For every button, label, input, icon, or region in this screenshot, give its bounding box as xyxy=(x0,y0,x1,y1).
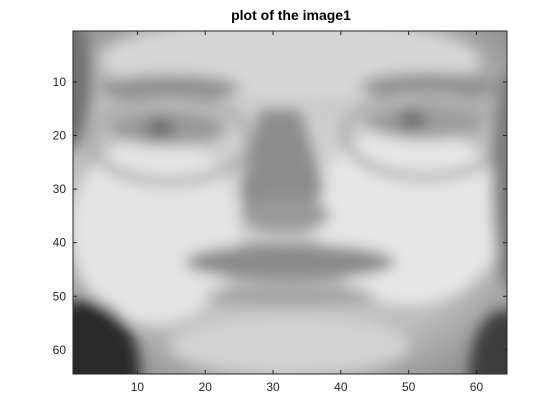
left-lens-shadow xyxy=(86,94,254,186)
y-axis-ticks: 10 20 30 40 50 60 xyxy=(53,75,507,357)
grayscale-face-image xyxy=(73,31,507,374)
y-tick-label: 30 xyxy=(53,182,67,196)
x-tick-label: 30 xyxy=(266,380,280,394)
x-tick-label: 60 xyxy=(470,380,484,394)
right-cheek-region xyxy=(315,125,505,305)
x-tick-label: 50 xyxy=(402,380,416,394)
left-pupil xyxy=(145,119,175,137)
mouth-lower xyxy=(205,284,375,308)
mouth-upper xyxy=(185,244,395,280)
chin-region xyxy=(170,315,410,374)
y-tick-label: 50 xyxy=(53,289,67,303)
chart-title: plot of the image1 xyxy=(231,7,351,23)
left-brow xyxy=(100,75,240,101)
top-left-dark-edge xyxy=(73,31,90,150)
y-tick-label: 10 xyxy=(53,75,67,89)
nose-bridge-shadow xyxy=(240,110,325,225)
right-pupil xyxy=(397,111,427,129)
x-tick-label: 10 xyxy=(131,380,145,394)
y-tick-label: 40 xyxy=(53,236,67,250)
x-tick-label: 40 xyxy=(334,380,348,394)
x-axis-ticks: 10 20 30 40 50 60 xyxy=(131,31,484,394)
axes-box xyxy=(72,30,508,375)
bottom-right-dark-corner xyxy=(470,310,507,374)
bottom-left-dark-corner xyxy=(73,300,140,374)
x-tick-label: 20 xyxy=(199,380,213,394)
y-tick-label: 20 xyxy=(53,129,67,143)
right-dark-edge xyxy=(492,71,507,289)
nose-tip xyxy=(240,197,330,233)
y-tick-label: 60 xyxy=(53,343,67,357)
